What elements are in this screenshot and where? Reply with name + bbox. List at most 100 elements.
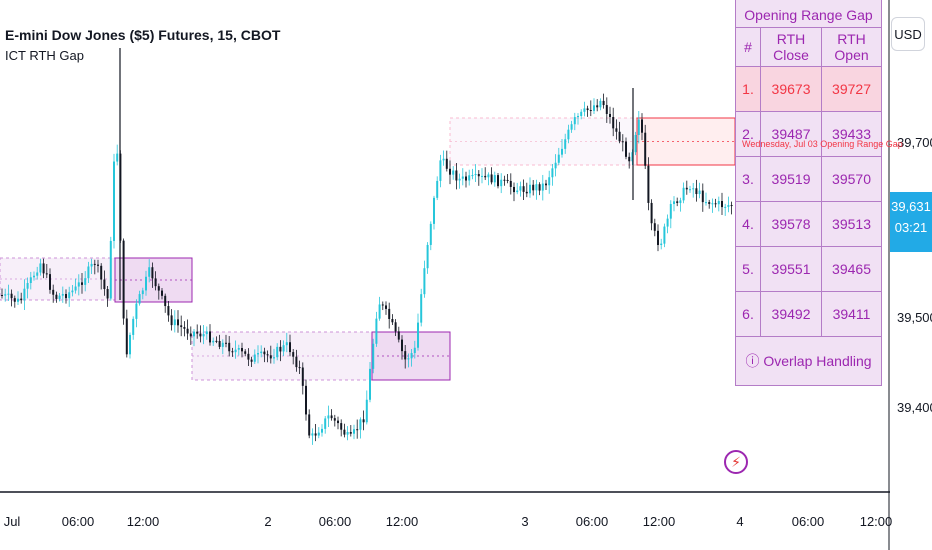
candle-body [391, 318, 394, 323]
candle-body [548, 177, 551, 186]
candle-body [596, 105, 599, 108]
candle-body [599, 100, 602, 108]
candle-body [538, 184, 541, 191]
candle-body [17, 298, 19, 302]
candle-body [145, 276, 147, 291]
candle-body [308, 414, 311, 436]
candle-body [180, 325, 183, 328]
candle-body [602, 100, 605, 106]
col-header-rth-close: RTH Close [759, 27, 823, 67]
candle-body [260, 351, 263, 354]
candle-body [340, 423, 343, 430]
candle-body [285, 342, 288, 346]
candle-body [493, 175, 496, 183]
candle-body [324, 418, 327, 429]
current-price: 39,631 [891, 199, 931, 214]
candle-body [698, 190, 701, 195]
candle-body [689, 189, 691, 191]
candle-body [65, 294, 67, 299]
time-label-jul: Jul [3, 514, 21, 529]
candle-body [20, 298, 23, 301]
overlap-handling-note[interactable]: ⓘ Overlap Handling [735, 336, 882, 386]
rth-close: 39578 [759, 201, 823, 247]
candle-body [353, 429, 355, 434]
candle-body [81, 282, 83, 285]
candle-body [257, 353, 259, 355]
candle-body [116, 153, 119, 162]
tradingview-lightning-icon[interactable]: ⚡ [724, 450, 748, 474]
candle-body [407, 358, 410, 360]
candle-body [42, 263, 45, 274]
candle-body [449, 168, 451, 175]
candle-body [663, 226, 666, 244]
candle-body [97, 264, 99, 266]
candle-body [356, 429, 359, 431]
candle-body [10, 293, 13, 299]
symbol-title[interactable]: E-mini Dow Jones ($5) Futures, 15, CBOT [5, 27, 281, 43]
candle-body [298, 367, 301, 369]
candle-body [1, 295, 3, 296]
bar-countdown: 03:21 [894, 220, 928, 235]
candle-body [724, 206, 727, 208]
candle-body [151, 267, 154, 279]
row-index: 1. [735, 66, 761, 112]
candle-body [417, 322, 419, 348]
candle-body [525, 191, 528, 194]
candle-body [487, 174, 490, 178]
candle-body [580, 111, 583, 116]
candle-body [173, 319, 176, 326]
time-label-1200-3: 12:00 [642, 514, 676, 529]
candle-body [644, 132, 647, 166]
time-label-0600-2: 06:00 [318, 514, 352, 529]
rth-close: 39519 [759, 156, 823, 202]
time-label-4: 4 [736, 514, 744, 529]
candle-body [685, 187, 688, 190]
candle-body [372, 343, 375, 369]
candle-body [103, 279, 106, 290]
candle-body [202, 334, 205, 337]
candle-body [570, 124, 573, 130]
candle-body [26, 283, 29, 289]
candle-body [673, 201, 675, 205]
current-price-tag: 39,631 03:21 [890, 192, 932, 252]
candle-body [135, 303, 138, 319]
table-row: 6. 39492 39411 [735, 291, 882, 337]
candle-body [394, 322, 397, 332]
candle-body [708, 202, 711, 204]
rth-open: 39411 [821, 291, 882, 337]
candle-body [532, 184, 535, 191]
candle-body [490, 174, 493, 183]
candle-body [727, 205, 730, 207]
candle-body [4, 294, 7, 296]
candle-body [125, 318, 128, 355]
candle-body [109, 240, 112, 299]
time-label-2: 2 [264, 514, 272, 529]
candle-body [266, 354, 269, 356]
candle-body [551, 168, 554, 178]
candle-body [461, 176, 464, 179]
candle-body [279, 346, 282, 352]
candle-body [49, 274, 51, 290]
candle-body [282, 345, 285, 352]
candle-body [241, 348, 243, 352]
candle-body [61, 294, 64, 296]
candle-body [39, 263, 42, 273]
candle-body [634, 134, 637, 153]
rth-open: 39465 [821, 246, 882, 292]
candle-body [375, 318, 378, 344]
current-gap-zone [636, 117, 736, 166]
candle-body [161, 290, 163, 296]
candle-body [23, 288, 26, 301]
currency-button[interactable]: USD [891, 17, 925, 51]
time-label-3: 3 [521, 514, 529, 529]
candle-body [452, 170, 455, 175]
candle-body [369, 368, 371, 400]
indicator-label[interactable]: ICT RTH Gap [5, 48, 84, 63]
candle-body [295, 356, 298, 368]
gap-annotation: Wednesday, Jul 03 Opening Range Gap [742, 139, 903, 149]
time-label-1200-4: 12:00 [859, 514, 893, 529]
candle-body [401, 339, 403, 352]
price-chart[interactable] [0, 0, 890, 550]
candle-body [199, 333, 202, 337]
candle-body [317, 432, 320, 436]
